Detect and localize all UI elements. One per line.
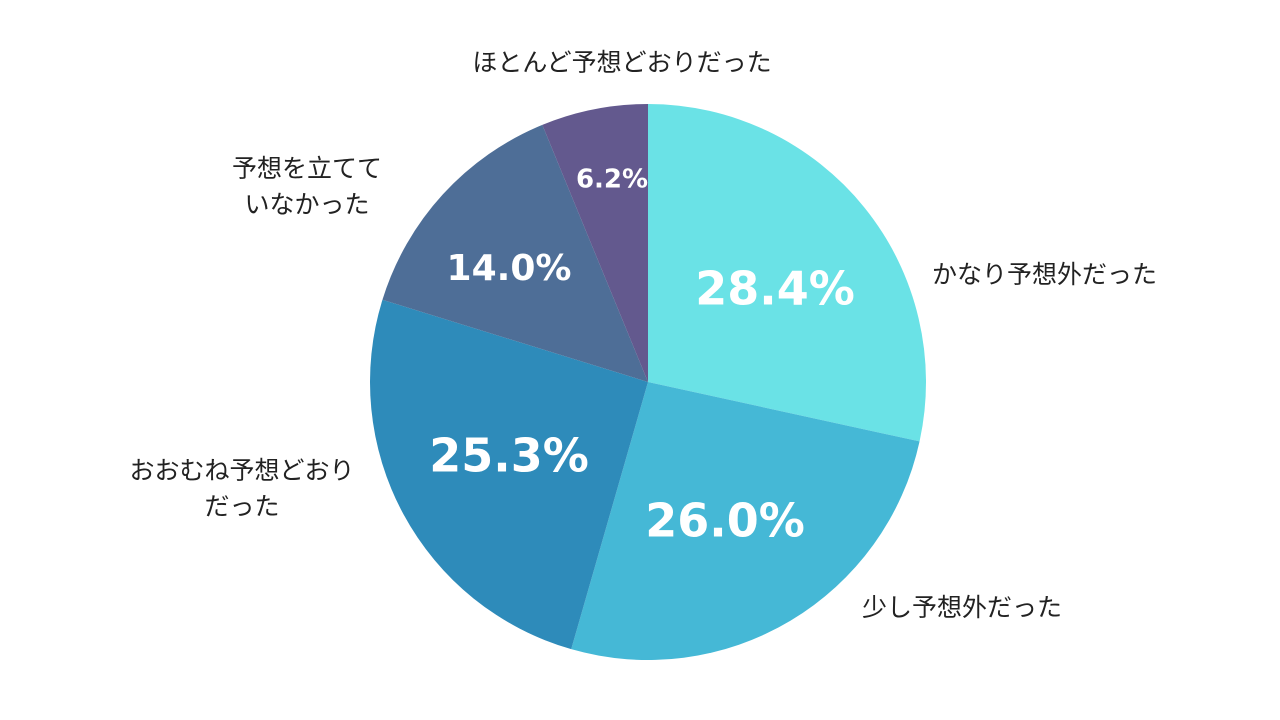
slice-percent-label-4: 6.2% <box>576 165 648 195</box>
pie-slice-3 <box>382 124 648 383</box>
slice-category-label-line: 予想を立てて <box>232 154 382 183</box>
slice-percent-label-1: 26.0% <box>645 494 805 548</box>
pie-slice-1 <box>571 382 920 660</box>
slice-category-label-2: おおむね予想どおりだった <box>129 456 354 521</box>
slice-category-label-line: だった <box>204 492 279 521</box>
slice-category-label-0: かなり予想外だった <box>932 260 1157 289</box>
slice-percent-label-0: 28.4% <box>695 262 855 316</box>
slice-category-label-line: いなかった <box>244 190 369 219</box>
slice-category-label-4: ほとんど予想どおりだった <box>472 48 771 77</box>
slice-category-label-line: おおむね予想どおり <box>129 456 354 485</box>
pie-slice-0 <box>648 104 926 442</box>
slice-category-label-line: かなり予想外だった <box>932 260 1157 289</box>
pie-slice-4 <box>542 104 648 382</box>
slice-category-label-3: 予想を立てていなかった <box>232 154 382 219</box>
slice-category-label-1: 少し予想外だった <box>862 593 1062 622</box>
slice-percent-label-3: 14.0% <box>447 248 572 289</box>
slice-category-label-line: 少し予想外だった <box>862 593 1062 622</box>
slice-percent-label-2: 25.3% <box>429 429 589 483</box>
pie-slice-2 <box>369 299 648 650</box>
slice-category-label-line: ほとんど予想どおりだった <box>472 48 771 77</box>
